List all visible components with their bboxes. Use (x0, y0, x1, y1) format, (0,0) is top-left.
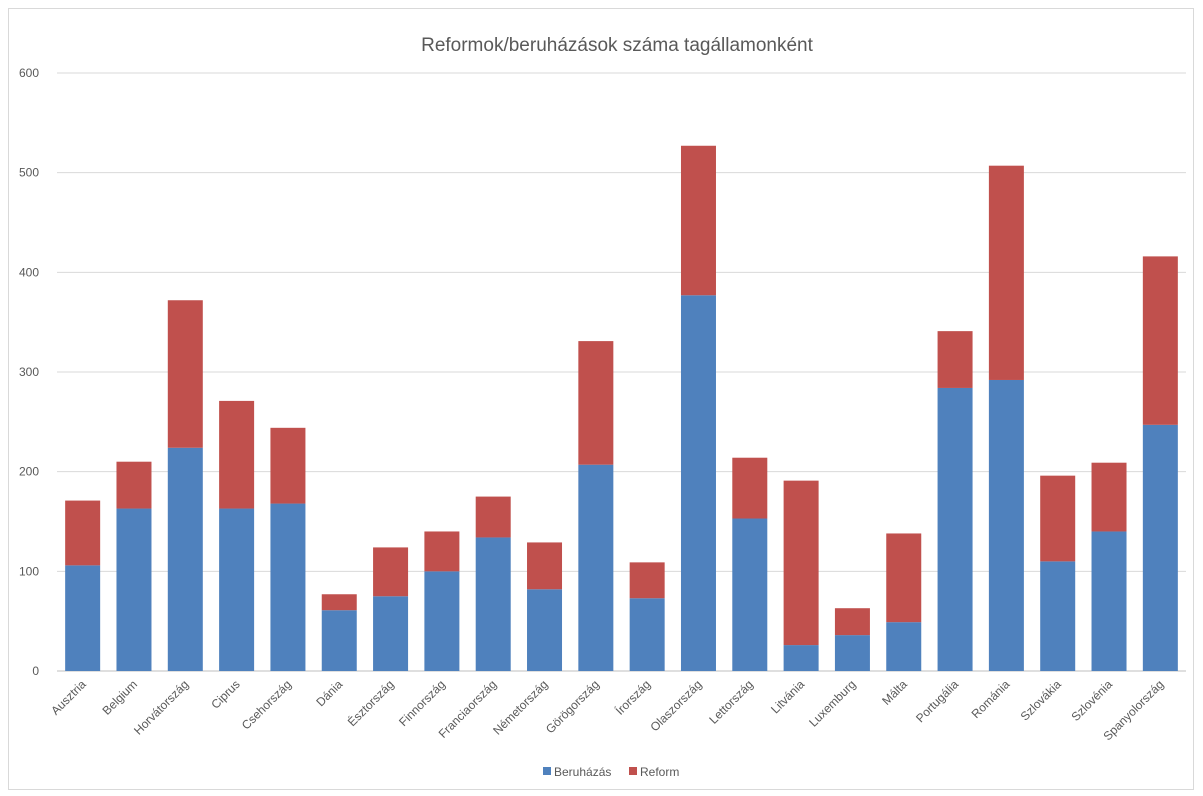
bar-reform-7 (424, 531, 459, 571)
x-tick-label: Szlovénia (1068, 677, 1115, 724)
bar-reform-12 (681, 146, 716, 295)
legend-label-beruházás: Beruházás (554, 765, 611, 779)
bar-reform-5 (322, 594, 357, 610)
bar-beruházás-11 (630, 598, 665, 671)
bar-beruházás-17 (938, 388, 973, 671)
legend-swatch-beruházás (543, 767, 551, 775)
bar-reform-9 (527, 542, 562, 589)
bars (65, 146, 1178, 671)
bar-beruházás-16 (886, 622, 921, 671)
x-tick-label: Málta (879, 677, 910, 708)
y-tick-label: 0 (32, 664, 39, 678)
y-tick-label: 600 (19, 66, 39, 80)
bar-beruházás-6 (373, 596, 408, 671)
bar-reform-14 (784, 481, 819, 645)
x-tick-label: Írország (612, 677, 653, 718)
x-tick-label: Ausztria (48, 677, 89, 718)
bar-beruházás-20 (1092, 531, 1127, 671)
bar-reform-20 (1092, 463, 1127, 532)
bar-beruházás-2 (168, 448, 203, 671)
bar-reform-21 (1143, 256, 1178, 424)
bar-beruházás-18 (989, 380, 1024, 671)
stacked-bar-chart: Reformok/beruházások száma tagállamonkén… (9, 9, 1195, 791)
x-tick-label: Luxemburg (806, 677, 858, 729)
bar-reform-3 (219, 401, 254, 509)
bar-reform-16 (886, 533, 921, 622)
legend: Beruházás Reform (543, 765, 679, 779)
bar-beruházás-15 (835, 635, 870, 671)
x-tick-label: Olaszország (648, 677, 705, 734)
bar-reform-8 (476, 497, 511, 538)
bar-beruházás-14 (784, 645, 819, 671)
bar-reform-17 (938, 331, 973, 388)
bar-beruházás-19 (1040, 561, 1075, 671)
chart-title: Reformok/beruházások száma tagállamonkén… (421, 35, 814, 56)
bar-beruházás-3 (219, 509, 254, 671)
y-axis-ticks: 0 100 200 300 400 500 600 (19, 66, 39, 678)
bar-reform-6 (373, 547, 408, 596)
x-tick-label: Ciprus (208, 677, 242, 711)
x-tick-label: Lettország (706, 677, 756, 727)
x-tick-label: Finnország (396, 677, 448, 729)
x-tick-label: Németország (490, 677, 550, 737)
bar-reform-13 (732, 458, 767, 519)
bar-reform-10 (578, 341, 613, 465)
y-tick-label: 100 (19, 564, 39, 578)
x-tick-label: Horvátország (131, 677, 191, 737)
y-tick-label: 300 (19, 365, 39, 379)
legend-swatch-reform (629, 767, 637, 775)
x-tick-label: Portugália (913, 677, 961, 725)
y-tick-label: 200 (19, 465, 39, 479)
bar-reform-1 (116, 462, 151, 509)
bar-reform-18 (989, 166, 1024, 380)
x-tick-label: Dánia (313, 677, 345, 709)
chart-frame: Reformok/beruházások száma tagállamonkén… (8, 8, 1194, 790)
x-tick-label: Litvánia (768, 677, 807, 716)
bar-reform-11 (630, 562, 665, 598)
x-tick-label: Csehország (239, 677, 294, 732)
bar-beruházás-1 (116, 509, 151, 671)
x-tick-label: Románia (969, 677, 1013, 721)
x-tick-label: Belgium (100, 677, 141, 718)
bar-beruházás-13 (732, 519, 767, 671)
bar-reform-0 (65, 501, 100, 566)
bar-beruházás-4 (270, 504, 305, 671)
y-tick-label: 500 (19, 166, 39, 180)
bar-reform-19 (1040, 476, 1075, 562)
y-tick-label: 400 (19, 265, 39, 279)
x-tick-label: Görögország (543, 677, 602, 736)
bar-beruházás-5 (322, 610, 357, 671)
legend-label-reform: Reform (640, 765, 679, 779)
bar-beruházás-0 (65, 565, 100, 671)
bar-beruházás-9 (527, 589, 562, 671)
bar-reform-2 (168, 300, 203, 448)
bar-beruházás-21 (1143, 425, 1178, 671)
bar-reform-4 (270, 428, 305, 504)
bar-beruházás-10 (578, 465, 613, 671)
x-tick-label: Szlovákia (1018, 677, 1064, 723)
bar-beruházás-7 (424, 571, 459, 671)
bar-beruházás-12 (681, 295, 716, 671)
bar-beruházás-8 (476, 537, 511, 671)
bar-reform-15 (835, 608, 870, 635)
x-tick-label: Észtország (344, 677, 397, 730)
